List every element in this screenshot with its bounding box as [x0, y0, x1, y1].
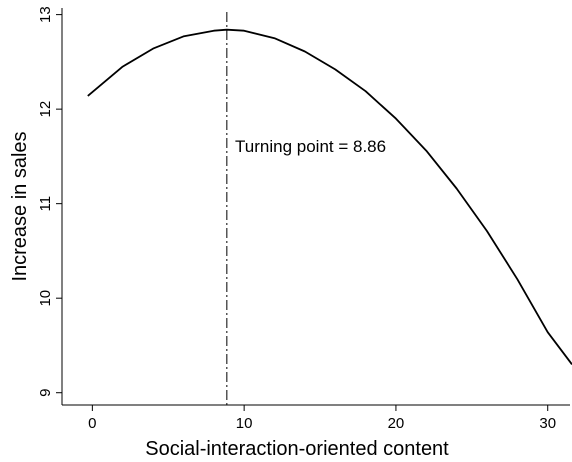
- y-tick-label: 9: [37, 389, 54, 397]
- x-tick-label: 30: [539, 415, 556, 432]
- x-axis-ticks: 0 10 20 30: [88, 405, 556, 432]
- turning-point-annotation: Turning point = 8.86: [235, 137, 386, 156]
- y-tick-label: 12: [37, 101, 54, 118]
- y-axis-title: Increase in sales: [9, 131, 31, 281]
- y-tick-label: 10: [37, 290, 54, 307]
- y-axis-ticks: 9 10 11 12 13: [37, 6, 62, 397]
- y-tick-label: 13: [37, 6, 54, 23]
- series-line: [87, 28, 572, 365]
- x-tick-label: 0: [88, 415, 96, 432]
- y-tick-label: 11: [37, 196, 54, 212]
- x-tick-label: 20: [388, 415, 405, 432]
- x-tick-label: 10: [236, 415, 253, 432]
- x-axis-title: Social-interaction-oriented content: [145, 438, 449, 460]
